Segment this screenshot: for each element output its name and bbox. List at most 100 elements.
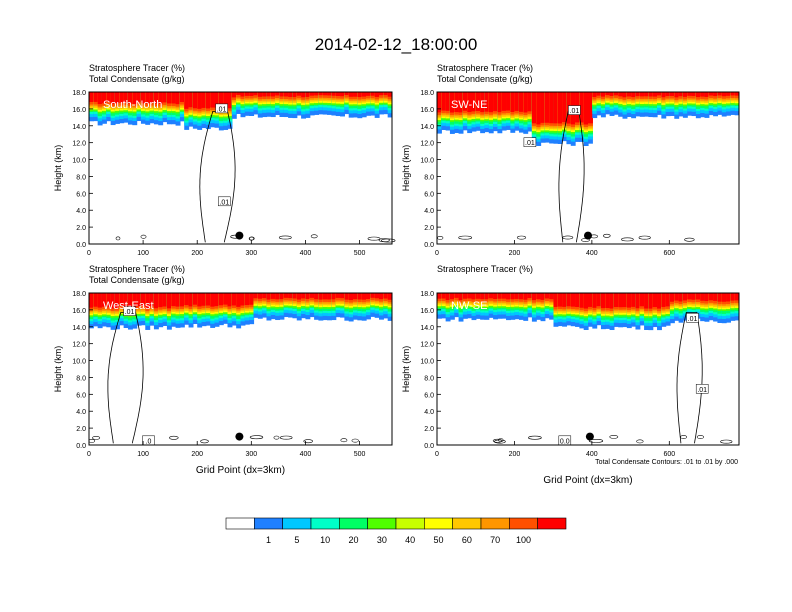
y-tick-label: 8.0 <box>424 174 434 181</box>
x-tick-label: 400 <box>300 250 312 257</box>
panel-nw-se: .01 .01 0.0 NW-SE Stratosphere Tracer (%) 0.0… <box>401 264 740 486</box>
tracer-cell <box>331 293 337 300</box>
tracer-cell <box>348 293 354 301</box>
tracer-cell <box>322 293 328 300</box>
tracer-cell <box>275 92 281 96</box>
tracer-cell <box>514 92 520 111</box>
contour-label: .01 <box>570 108 580 115</box>
tracer-cell <box>374 293 380 299</box>
tracer-cell <box>292 293 298 299</box>
y-tick-label: 18.0 <box>72 291 86 298</box>
x-tick-label: 200 <box>509 451 521 458</box>
tracer-cell <box>531 293 537 301</box>
tracer-cell <box>296 92 302 96</box>
panel-title-line: Stratosphere Tracer (%) <box>437 264 533 274</box>
tracer-cell <box>93 293 99 307</box>
tracer-cell <box>379 293 384 300</box>
tracer-cell <box>462 293 468 299</box>
tracer-cell <box>335 92 341 96</box>
tracer-cell <box>166 293 172 309</box>
tracer-cell <box>114 293 120 309</box>
tracer-cell <box>570 293 576 307</box>
tracer-cell <box>665 92 671 97</box>
tracer-cell <box>301 293 307 299</box>
tracer-cell <box>562 92 568 123</box>
tracer-cell <box>682 92 688 97</box>
tracer-cell <box>205 92 211 109</box>
tracer-cell <box>449 92 455 113</box>
tracer-cell <box>475 92 481 111</box>
tracer-cell <box>635 92 641 97</box>
panel-label: West-East <box>103 300 154 312</box>
y-tick-label: 16.0 <box>420 107 434 114</box>
y-tick-label: 18.0 <box>420 90 434 97</box>
tracer-cell <box>484 92 490 112</box>
tracer-cell <box>583 293 589 309</box>
tracer-cell <box>153 293 159 309</box>
contour-label: .01 <box>217 106 227 113</box>
x-tick-label: 400 <box>586 451 598 458</box>
x-tick-label: 0 <box>87 250 91 257</box>
colorbar-label: 30 <box>377 535 387 545</box>
tracer-cell <box>387 293 392 300</box>
tracer-field <box>89 92 392 131</box>
tracer-cell <box>730 92 736 96</box>
colorbar-swatch <box>452 517 482 530</box>
x-tick-label: 200 <box>191 250 203 257</box>
surface-contour <box>562 235 574 240</box>
tracer-cell <box>370 92 376 96</box>
tracer-cell <box>600 92 606 97</box>
tracer-cell <box>179 92 185 103</box>
tracer-cell <box>549 92 555 124</box>
tracer-cell <box>626 92 632 97</box>
x-tick-label: 0 <box>435 451 439 458</box>
y-tick-label: 16.0 <box>72 308 86 315</box>
contour-label: .01 <box>688 316 698 323</box>
surface-contour <box>200 439 209 444</box>
surface-contour <box>340 438 348 443</box>
tracer-cell <box>588 92 593 124</box>
tracer-cell <box>501 92 507 111</box>
tracer-cell <box>510 92 516 112</box>
y-tick-label: 8.0 <box>76 375 86 382</box>
y-tick-label: 4.0 <box>76 409 86 416</box>
panel-title-line: Stratosphere Tracer (%) <box>89 63 185 73</box>
tracer-cell <box>301 92 307 98</box>
y-tick-label: 12.0 <box>72 342 86 349</box>
tracer-cell <box>544 293 550 299</box>
tracer-cell <box>179 293 185 307</box>
tracer-cell <box>480 92 486 113</box>
tracer-cell <box>613 92 619 96</box>
tracer-cell <box>518 92 524 112</box>
colorbar-swatch <box>367 517 397 530</box>
y-tick-label: 12.0 <box>420 141 434 148</box>
plot-frame <box>436 292 740 446</box>
x-tick-label: 0 <box>435 250 439 257</box>
tracer-cell <box>462 92 468 111</box>
y-tick-label: 4.0 <box>76 208 86 215</box>
colorbar-label: 20 <box>348 535 358 545</box>
tracer-cell <box>557 92 563 124</box>
tracer-cell <box>687 92 693 96</box>
tracer-cell <box>223 293 229 305</box>
tracer-cell <box>149 92 155 103</box>
tracer-cell <box>153 92 159 104</box>
contour-label-box <box>123 306 136 316</box>
tracer-cell <box>366 293 371 300</box>
tracer-cell <box>262 293 268 299</box>
surface-contour <box>621 237 634 242</box>
tracer-cell <box>123 293 129 308</box>
surface-contour <box>367 236 381 241</box>
location-marker <box>235 432 244 441</box>
tracer-cell <box>691 92 697 96</box>
colorbar-label: 5 <box>294 535 299 545</box>
tracer-cell <box>197 92 203 109</box>
panel-label: SW-NE <box>451 99 487 111</box>
tracer-cell <box>475 293 481 299</box>
surface-contour <box>609 434 619 439</box>
tracer-field <box>89 293 392 330</box>
colorbar-swatch <box>395 517 425 530</box>
x-axis-label: Grid Point (dx=3km) <box>196 465 285 476</box>
tracer-cell <box>140 92 146 104</box>
surface-contour <box>602 233 611 238</box>
